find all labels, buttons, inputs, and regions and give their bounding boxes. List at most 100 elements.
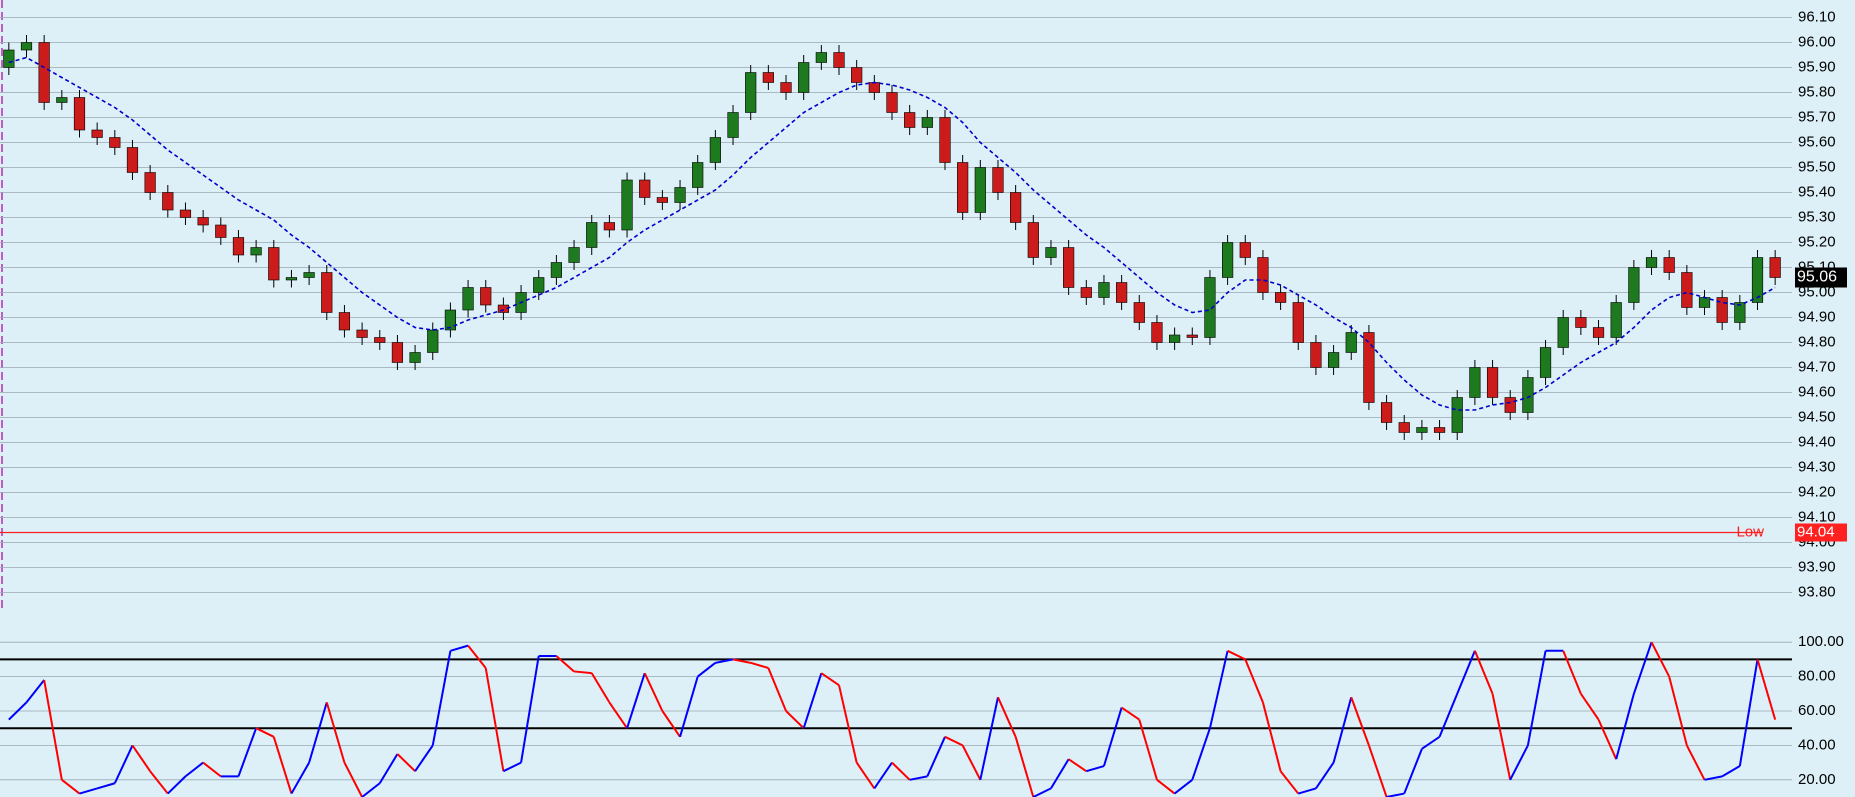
oscillator-segment xyxy=(167,775,187,795)
candle-body xyxy=(391,342,404,363)
oscillator-segment xyxy=(1421,735,1441,750)
oscillator-segment xyxy=(1491,693,1512,781)
y-tick-label: 95.90 xyxy=(1798,58,1836,75)
candle-body xyxy=(1310,342,1322,368)
candle-body xyxy=(1557,317,1569,348)
oscillator-segment xyxy=(590,672,611,703)
oscillator-segment xyxy=(1650,641,1671,678)
candle-body xyxy=(603,222,615,231)
candle-body xyxy=(586,222,598,248)
oscillator-segment xyxy=(43,679,63,780)
oscillator-segment xyxy=(467,645,487,669)
oscillator-segment xyxy=(1509,744,1529,781)
reference-value: 94.04 xyxy=(1797,523,1835,540)
candle-body xyxy=(1239,242,1251,258)
candle-body xyxy=(886,92,898,113)
candle-body xyxy=(1222,242,1234,278)
candle-body xyxy=(3,49,15,68)
candle-body xyxy=(1045,247,1057,258)
oscillator-segment xyxy=(272,736,293,794)
oscillator-segment xyxy=(573,670,592,675)
oscillator-segment xyxy=(555,655,575,673)
oscillator-segment xyxy=(325,702,346,763)
candle-body xyxy=(144,172,156,193)
oscillator-segment xyxy=(131,744,151,772)
oscillator-segment xyxy=(926,736,946,777)
oscillator-segment xyxy=(113,744,134,784)
candle-body xyxy=(38,42,50,103)
oscillator-segment xyxy=(1367,745,1388,797)
price-grid xyxy=(0,17,1792,593)
oscillator-segment xyxy=(1668,676,1688,746)
oscillator-segment xyxy=(237,727,258,777)
y-tick-label: 94.30 xyxy=(1798,458,1836,475)
candle-body xyxy=(1539,347,1552,378)
candle-body xyxy=(56,97,68,103)
candle-body xyxy=(1769,257,1781,278)
oscillator-segment xyxy=(1208,650,1229,729)
oscillator-segment xyxy=(1086,765,1105,773)
candle-body xyxy=(921,117,933,128)
oscillator-segment xyxy=(1014,736,1035,797)
candle-body xyxy=(1292,302,1304,343)
candle-body xyxy=(1098,282,1110,298)
oscillator-segment xyxy=(679,676,699,738)
candle-body xyxy=(1274,292,1287,303)
oscillator-segment xyxy=(1473,650,1494,695)
y-tick-label: 95.40 xyxy=(1798,183,1836,200)
oscillator-segment xyxy=(1227,649,1246,661)
y-tick-label: 40.00 xyxy=(1798,736,1836,753)
oscillator-segment xyxy=(1756,659,1777,720)
oscillator-segment xyxy=(1121,706,1140,721)
candle-body xyxy=(568,247,580,263)
oscillator-segment xyxy=(750,661,769,669)
oscillator-segment xyxy=(1138,719,1158,781)
candle-body xyxy=(338,312,351,331)
candle-body xyxy=(1063,247,1075,288)
candle-body xyxy=(1027,222,1039,258)
oscillator-segment xyxy=(1315,762,1335,789)
reference-label: Low xyxy=(1736,523,1764,540)
oscillator-segment xyxy=(767,667,787,712)
candle-body xyxy=(356,329,368,338)
candle-body xyxy=(285,277,298,281)
candle-body xyxy=(303,272,315,278)
y-tick-label: 96.10 xyxy=(1798,8,1836,25)
candle-body xyxy=(1610,302,1622,338)
candle-body xyxy=(1080,287,1092,298)
oscillator-segment xyxy=(1332,696,1353,763)
oscillator-segment xyxy=(873,762,893,789)
candle-body xyxy=(1504,397,1516,413)
candle-body xyxy=(20,42,33,51)
candle-body xyxy=(321,272,333,313)
oscillator-segment xyxy=(1704,775,1723,781)
candle-body xyxy=(179,209,192,218)
oscillator-segment xyxy=(450,644,469,652)
candle-body xyxy=(497,304,510,313)
oscillator-segment xyxy=(891,761,911,781)
candle-body xyxy=(1416,427,1428,433)
oscillator-segment xyxy=(1403,748,1423,794)
oscillator-segment xyxy=(255,727,275,738)
oscillator-segment xyxy=(308,702,328,763)
oscillator-segment xyxy=(1597,719,1618,760)
y-tick-label: 94.80 xyxy=(1798,333,1836,350)
candle-body xyxy=(692,162,704,188)
candle-body xyxy=(1522,377,1534,413)
candle-body xyxy=(621,179,633,231)
marks xyxy=(0,35,1781,534)
candle-body xyxy=(162,192,174,211)
candle-body xyxy=(374,337,386,343)
last-price: 95.06 xyxy=(1797,269,1837,286)
candle-body xyxy=(1116,282,1128,303)
candle-body xyxy=(1257,257,1269,293)
oscillator-segment xyxy=(414,744,434,772)
oscillator-segment xyxy=(944,735,964,747)
oscillator-segment xyxy=(1279,770,1300,795)
candle-body xyxy=(1734,302,1746,323)
last-price-box xyxy=(1795,267,1847,288)
y-tick-label: 94.50 xyxy=(1798,408,1836,425)
oscillator-segment xyxy=(661,710,681,738)
candle-body xyxy=(833,52,845,68)
